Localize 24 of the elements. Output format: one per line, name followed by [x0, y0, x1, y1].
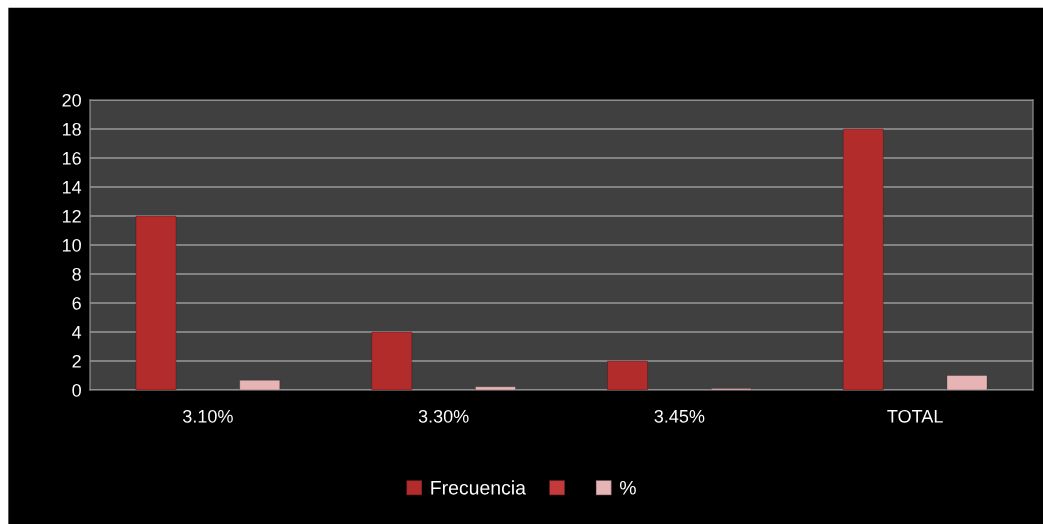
y-tick-label: 6	[72, 296, 81, 310]
bar	[239, 379, 281, 390]
y-tick-label: 8	[72, 267, 81, 281]
bar	[607, 360, 648, 390]
y-tick-label: 18	[62, 122, 81, 136]
legend-label: %	[619, 480, 636, 495]
y-tick-label: 10	[62, 238, 81, 252]
y-tick-label: 20	[62, 93, 81, 107]
bar	[135, 215, 177, 390]
bar	[946, 375, 988, 390]
y-tick-label: 14	[62, 181, 82, 194]
y-tick-label: 4	[72, 326, 82, 339]
y-tick-label: 2	[72, 354, 81, 368]
x-tick-label: 3.30%	[418, 409, 469, 423]
x-tick-label: TOTAL	[887, 409, 943, 423]
y-tick-label: 0	[72, 383, 81, 397]
y-tick-label: 16	[62, 151, 81, 165]
bar	[475, 386, 516, 390]
bar	[842, 128, 884, 390]
legend-label: Frecuencia	[431, 480, 526, 495]
x-tick-label: 3.45%	[654, 409, 705, 423]
x-tick-label: 3.10%	[182, 409, 233, 423]
y-tick-label: 12	[62, 209, 81, 223]
bar	[371, 331, 413, 390]
